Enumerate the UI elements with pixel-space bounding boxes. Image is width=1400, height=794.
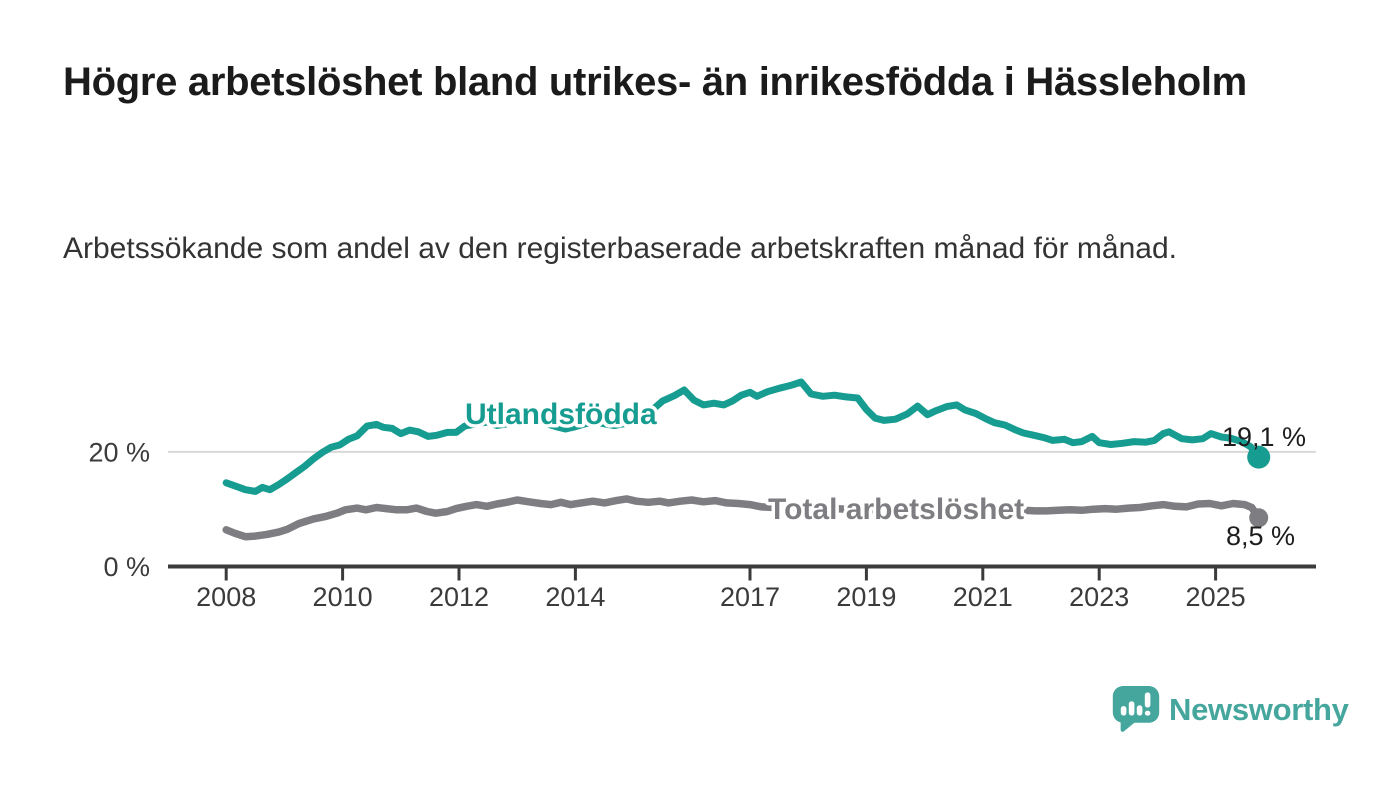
series-line-utlandsfodda xyxy=(222,378,1263,495)
x-tick-label-2008: 2008 xyxy=(196,582,256,612)
y-tick-label-20: 20 % xyxy=(88,437,150,467)
x-tick-label-2021: 2021 xyxy=(953,582,1013,612)
newsworthy-logo-text: Newsworthy xyxy=(1169,692,1349,727)
x-tick-label-2019: 2019 xyxy=(836,582,896,612)
series-endpoint-total-arbetsloshet xyxy=(1249,508,1269,528)
end-value-label-total-arbetsloshet: 8,5 % xyxy=(1226,521,1295,551)
x-tick-label-2017: 2017 xyxy=(720,582,780,612)
x-tick-label-2012: 2012 xyxy=(429,582,489,612)
y-tick-label-0: 0 % xyxy=(103,552,150,582)
chart-title: Högre arbetslöshet bland utrikes- än inr… xyxy=(63,60,1247,104)
x-tick-label-2014: 2014 xyxy=(545,582,605,612)
x-tick-label-2023: 2023 xyxy=(1069,582,1129,612)
x-tick-label-2025: 2025 xyxy=(1186,582,1246,612)
end-value-label-utlandsfodda: 19,1 % xyxy=(1222,422,1306,452)
series-endpoint-utlandsfodda xyxy=(1247,445,1271,469)
series-label-utlandsfodda: Utlandsfödda xyxy=(465,398,657,431)
newsworthy-logo: Newsworthy xyxy=(1112,684,1349,736)
series-line-total-arbetsloshet xyxy=(222,495,1263,541)
x-tick-label-2010: 2010 xyxy=(313,582,373,612)
chart-subtitle: Arbetssökande som andel av den registerb… xyxy=(63,232,1177,265)
series-label-total-arbetsloshet: Total arbetslöshet xyxy=(768,493,1024,526)
speech-bubble-bar-chart-icon xyxy=(1112,686,1160,732)
